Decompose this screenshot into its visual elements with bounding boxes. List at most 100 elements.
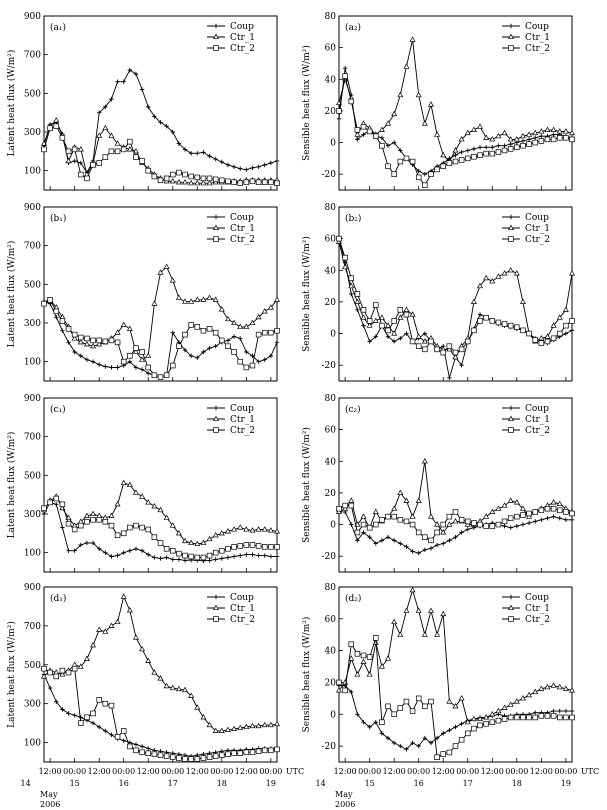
data-point (90, 359, 96, 364)
x-tick-label: 00:00 (407, 767, 430, 776)
data-point (65, 326, 72, 332)
data-point (109, 96, 114, 102)
data-point (404, 544, 409, 549)
day-label: 15 (70, 779, 80, 788)
data-point (434, 529, 440, 536)
data-point (507, 714, 514, 721)
data-point (415, 529, 422, 536)
data-point (212, 296, 219, 302)
data-point (551, 514, 556, 519)
data-point (501, 270, 508, 276)
data-point (440, 751, 446, 757)
series-line (43, 667, 278, 760)
data-point (146, 371, 151, 376)
day-label: 15 (365, 779, 375, 788)
data-point (562, 306, 569, 312)
data-point (458, 346, 465, 353)
data-point (268, 747, 274, 754)
data-point (163, 175, 170, 182)
data-point (237, 724, 244, 731)
data-point (440, 349, 446, 356)
day-label: 16 (119, 779, 129, 788)
data-point (354, 131, 361, 137)
series-coup (41, 672, 280, 759)
data-point (501, 518, 508, 525)
data-point (145, 657, 152, 663)
data-point (391, 711, 397, 718)
data-point (78, 171, 84, 178)
data-point (237, 524, 244, 530)
data-point (146, 746, 151, 751)
data-point (114, 329, 121, 335)
data-point (188, 322, 194, 328)
data-point (551, 708, 556, 714)
data-point (200, 755, 207, 761)
data-point (96, 546, 102, 551)
legend-label: Coup (230, 404, 254, 414)
data-point (139, 493, 146, 499)
data-point (421, 457, 428, 464)
data-point (520, 522, 526, 527)
panel-label: (c₂) (345, 404, 361, 415)
y-tick-label: 900 (24, 12, 41, 22)
data-point (243, 749, 250, 756)
data-point (556, 507, 563, 514)
data-point (415, 91, 422, 98)
month-label: May (40, 790, 58, 799)
data-point (421, 631, 428, 637)
data-point (348, 641, 355, 648)
data-point (379, 719, 385, 725)
data-point (459, 721, 464, 727)
day-label: 17 (463, 779, 473, 788)
legend-label: Ctr_2 (230, 235, 255, 245)
data-point (477, 722, 483, 729)
y-tick-label: 80 (325, 12, 337, 22)
data-point (102, 338, 109, 345)
data-point (219, 556, 225, 561)
data-point (238, 336, 243, 341)
data-point (513, 698, 520, 704)
y-tick-label: 500 (24, 89, 41, 99)
data-point (533, 135, 538, 140)
data-point (249, 362, 256, 369)
panel-label: (b₂) (345, 213, 361, 224)
data-point (182, 756, 188, 762)
data-point (483, 523, 489, 529)
data-point (268, 329, 274, 336)
data-point (96, 340, 103, 347)
data-point (452, 509, 459, 515)
data-point (96, 337, 102, 344)
data-point (520, 142, 526, 149)
x-tick-label: 12:00 (481, 767, 504, 776)
data-point (59, 501, 66, 508)
data-point (96, 110, 102, 115)
data-point (367, 339, 372, 344)
data-point (360, 658, 367, 664)
data-point (415, 333, 422, 339)
plot-frame (338, 586, 573, 763)
data-point (385, 513, 391, 520)
data-point (274, 544, 280, 550)
data-point (170, 171, 176, 178)
data-point (446, 749, 453, 756)
data-point (114, 140, 121, 146)
data-point (206, 552, 213, 559)
data-point (440, 151, 447, 158)
data-point (182, 178, 189, 185)
data-point (146, 104, 151, 110)
data-point (360, 307, 367, 313)
data-point (231, 725, 238, 731)
data-point (255, 179, 262, 186)
data-point (415, 607, 422, 613)
data-point (373, 334, 378, 339)
data-point (507, 515, 514, 521)
data-point (569, 510, 575, 517)
legend-label: Coup (525, 22, 549, 32)
data-point (434, 542, 440, 548)
data-point (145, 364, 151, 371)
data-point (139, 548, 145, 553)
data-point (361, 323, 366, 328)
data-point (145, 526, 151, 533)
data-point (249, 722, 256, 729)
data-point (403, 607, 410, 613)
